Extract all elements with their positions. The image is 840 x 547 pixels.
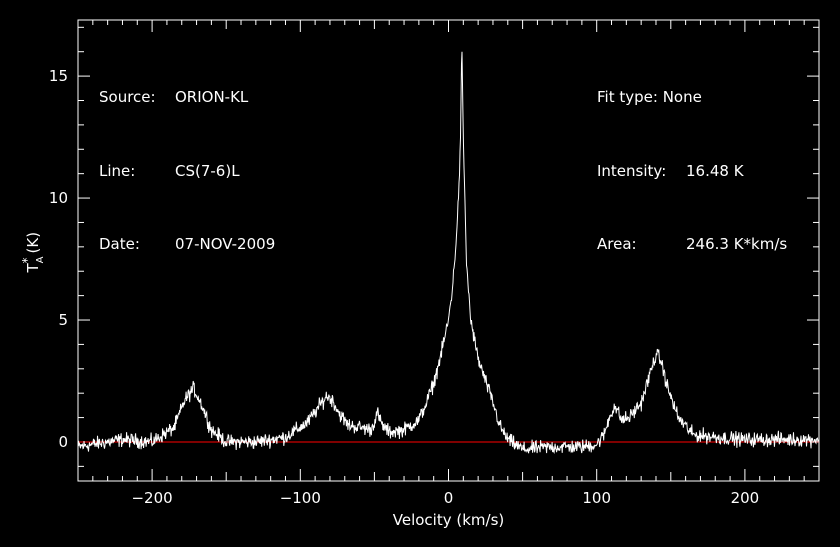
spectrum-line	[77, 51, 819, 455]
y-axis-label: TA* (K)	[20, 232, 46, 274]
y-tick-label: 0	[58, 433, 68, 451]
y-axis-label-sup: *	[20, 257, 34, 263]
fit-type-row: Fit type: None	[597, 85, 787, 110]
x-tick-label: −200	[131, 489, 172, 507]
source-row: Source: ORION-KL	[99, 85, 275, 110]
area-label: Area:	[597, 235, 637, 253]
date-value: 07-NOV-2009	[175, 235, 276, 253]
line-label: Line:	[99, 161, 136, 180]
x-axis-label: Velocity (km/s)	[393, 511, 504, 529]
x-tick-label: −100	[280, 489, 321, 507]
x-tick-label: 200	[731, 489, 760, 507]
x-tick-label: 100	[582, 489, 611, 507]
y-axis-label-main: T	[24, 263, 42, 274]
y-tick-label: 10	[49, 189, 68, 207]
y-axis-label-unit: (K)	[24, 232, 42, 254]
area-row: Area: 246.3 K*km/s	[597, 232, 787, 257]
x-tick-label: 0	[444, 489, 454, 507]
intensity-label: Intensity:	[597, 161, 667, 180]
fit-type-value: None	[662, 88, 702, 106]
intensity-row: Intensity: 16.48 K	[597, 159, 787, 184]
area-value: 246.3 K*km/s	[686, 235, 788, 253]
date-row: Date: 07-NOV-2009	[99, 232, 275, 257]
intensity-value: 16.48 K	[686, 161, 744, 180]
source-value: ORION-KL	[175, 88, 249, 106]
line-value: CS(7-6)L	[175, 161, 240, 180]
y-axis-label-sub: A	[35, 256, 46, 263]
fit-type-label: Fit type:	[597, 88, 658, 106]
date-label: Date:	[99, 235, 140, 253]
header-right: Fit type: None Intensity: 16.48 K Area: 24…	[597, 36, 787, 281]
header-left: Source: ORION-KL Line: CS(7-6)L Date: 07-NO…	[99, 36, 275, 281]
y-tick-label: 5	[58, 311, 68, 329]
line-row: Line: CS(7-6)L	[99, 159, 275, 184]
y-tick-label: 15	[49, 67, 68, 85]
source-label: Source:	[99, 88, 156, 106]
